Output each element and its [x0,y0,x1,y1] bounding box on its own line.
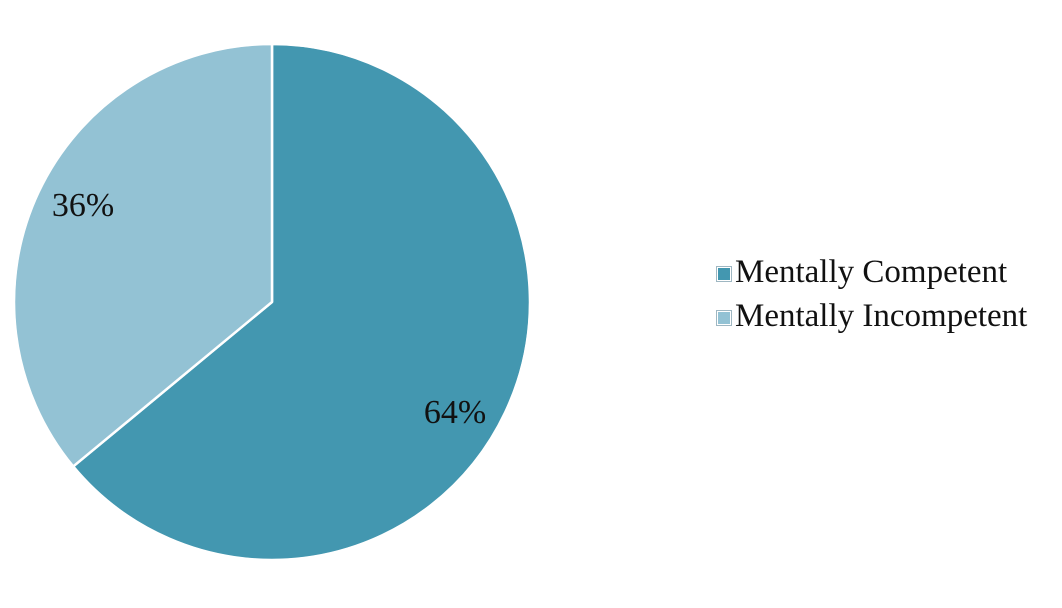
legend-swatch-mentally-incompetent [716,310,732,326]
legend-item-mentally-incompetent: Mentally Incompetent [716,294,1028,338]
legend-label-mentally-incompetent: Mentally Incompetent [735,297,1028,334]
pie-slices [12,42,532,562]
legend: Mentally Competent Mentally Incompetent [716,250,1028,338]
legend-item-mentally-competent: Mentally Competent [716,250,1027,294]
pie-outline [13,43,531,561]
pie-slice-label-mentally-incompetent: 36% [52,187,114,224]
legend-swatch-mentally-competent [716,266,732,282]
pie-slice-labels: 64% 36% [52,187,486,431]
legend-label-mentally-competent: Mentally Competent [735,253,1008,290]
pie-slice-label-mentally-competent: 64% [424,394,486,431]
